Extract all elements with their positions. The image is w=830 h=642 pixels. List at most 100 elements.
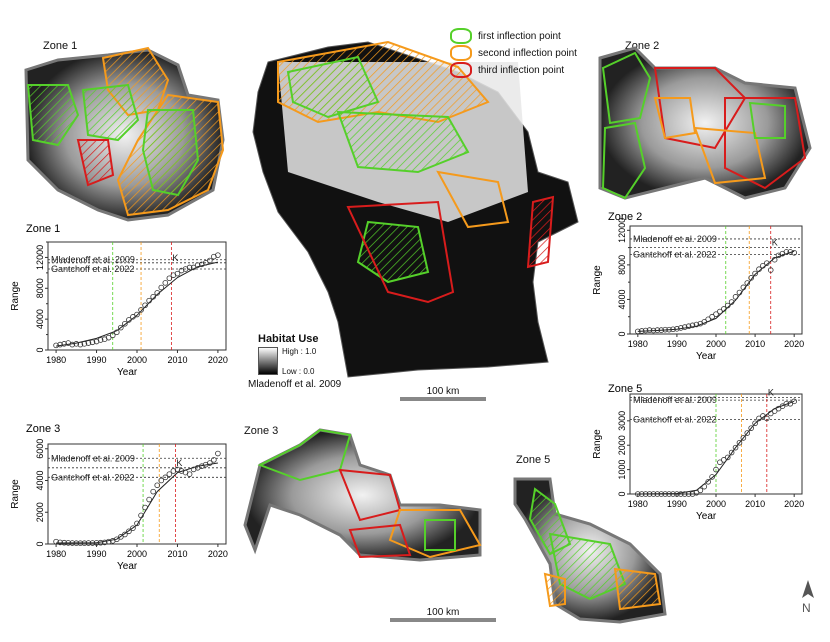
data-point bbox=[681, 491, 688, 497]
data-point bbox=[89, 540, 96, 546]
data-point bbox=[701, 483, 708, 490]
data-point bbox=[748, 425, 754, 431]
data-point bbox=[638, 491, 645, 497]
x-axis-label: Year bbox=[696, 511, 717, 522]
data-point bbox=[166, 471, 173, 477]
data-point bbox=[146, 496, 152, 503]
x-tick-label: 1990 bbox=[667, 499, 687, 509]
y-tick-label: 3000 bbox=[617, 411, 627, 431]
data-point bbox=[194, 262, 201, 268]
y-tick-label: 6000 bbox=[35, 439, 45, 459]
data-point bbox=[97, 539, 104, 546]
data-point bbox=[134, 311, 140, 318]
data-point bbox=[69, 540, 76, 546]
data-point bbox=[709, 313, 715, 320]
habitat-gradient bbox=[258, 347, 278, 375]
svg-text:N: N bbox=[802, 601, 811, 615]
data-point bbox=[646, 327, 653, 333]
data-point bbox=[658, 327, 665, 333]
data-point bbox=[162, 280, 169, 286]
y-tick-label: 2000 bbox=[35, 502, 45, 522]
ref-label-k: K bbox=[772, 238, 778, 248]
data-point bbox=[728, 299, 735, 305]
data-point bbox=[158, 284, 165, 291]
data-point bbox=[97, 337, 104, 343]
data-point bbox=[775, 405, 782, 412]
data-point bbox=[81, 341, 88, 347]
scale-bar-lower: 100 km bbox=[390, 607, 496, 622]
data-point bbox=[130, 525, 136, 531]
data-point bbox=[101, 539, 108, 546]
x-axis-label: Year bbox=[696, 351, 717, 362]
data-point bbox=[81, 540, 88, 547]
data-point bbox=[85, 540, 92, 546]
data-point bbox=[662, 491, 668, 497]
data-point bbox=[190, 264, 197, 271]
data-point bbox=[760, 262, 766, 269]
data-point bbox=[658, 491, 665, 497]
y-tick-label: 0 bbox=[617, 331, 627, 336]
y-tick-label: 4000 bbox=[35, 470, 45, 490]
data-point bbox=[717, 308, 723, 315]
wisconsin-map bbox=[252, 40, 579, 378]
chart-zone3: Zone 3 Mladenoff et al. 2009 Gantchoff et … bbox=[10, 423, 228, 570]
data-point bbox=[642, 327, 649, 334]
data-point bbox=[73, 540, 80, 547]
data-point bbox=[186, 264, 193, 271]
legend-item-second: second inflection point bbox=[450, 45, 577, 61]
data-point bbox=[215, 450, 221, 457]
data-point bbox=[787, 400, 794, 407]
ref-label-k: K bbox=[172, 253, 178, 263]
x-tick-label: 1980 bbox=[628, 499, 648, 509]
data-point bbox=[670, 491, 676, 497]
data-point bbox=[654, 327, 661, 333]
data-point bbox=[154, 290, 161, 296]
chart-title: Zone 3 bbox=[26, 423, 60, 435]
data-point bbox=[85, 340, 92, 346]
data-point bbox=[150, 293, 156, 300]
data-point bbox=[650, 491, 657, 497]
data-point bbox=[791, 398, 797, 405]
data-point bbox=[53, 342, 59, 349]
data-point bbox=[122, 531, 128, 538]
ref-label-mladenoff: Mladenoff et al. 2009 bbox=[51, 255, 135, 265]
ref-label-mladenoff: Mladenoff et al. 2009 bbox=[633, 234, 717, 244]
data-point bbox=[740, 284, 747, 291]
scale-bar-main: 100 km bbox=[400, 386, 486, 401]
zone3-map bbox=[243, 428, 482, 562]
data-point bbox=[650, 327, 657, 334]
y-axis-label: Range bbox=[592, 429, 603, 459]
data-point bbox=[685, 323, 692, 330]
data-point bbox=[685, 491, 692, 497]
data-point bbox=[134, 520, 140, 527]
data-point bbox=[105, 334, 112, 341]
data-point bbox=[779, 403, 786, 409]
zone5-map bbox=[513, 477, 667, 624]
data-point bbox=[158, 477, 165, 484]
zone3-map-label: Zone 3 bbox=[244, 425, 279, 437]
zone1-map bbox=[24, 46, 225, 222]
data-point bbox=[740, 435, 747, 441]
x-tick-label: 2000 bbox=[706, 499, 726, 509]
x-tick-label: 1990 bbox=[87, 549, 107, 559]
north-arrow-icon: N bbox=[802, 580, 814, 615]
data-point bbox=[646, 491, 653, 497]
data-point bbox=[109, 332, 116, 339]
y-tick-label: 4000 bbox=[617, 289, 627, 309]
data-point bbox=[728, 449, 735, 456]
data-point bbox=[678, 491, 684, 497]
data-point bbox=[783, 400, 790, 407]
data-point bbox=[174, 270, 181, 277]
data-point bbox=[697, 487, 704, 494]
data-point bbox=[113, 536, 120, 543]
data-point bbox=[207, 257, 213, 264]
data-point bbox=[77, 341, 84, 348]
data-point bbox=[732, 444, 739, 451]
data-point bbox=[69, 341, 76, 348]
y-tick-label: 8000 bbox=[617, 255, 627, 275]
x-tick-label: 1980 bbox=[46, 549, 66, 559]
data-point bbox=[61, 341, 67, 347]
data-point bbox=[678, 325, 684, 331]
data-point bbox=[717, 459, 723, 466]
